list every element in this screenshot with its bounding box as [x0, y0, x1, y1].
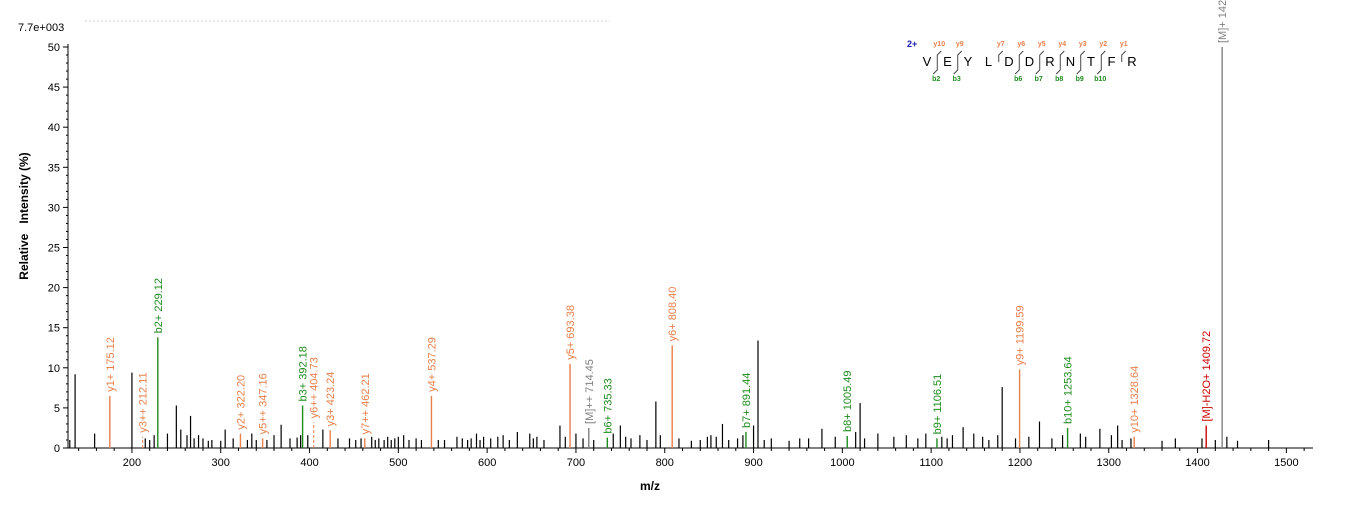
- y-tick-label: 45: [48, 82, 60, 94]
- x-tick-label: 500: [389, 457, 407, 469]
- x-tick-label: 700: [567, 457, 585, 469]
- y-axis-title: Relative Intensity (%): [17, 152, 31, 279]
- peak-label: b6+ 735.33: [602, 378, 614, 433]
- peak-label: b7+ 891.44: [741, 373, 753, 428]
- y-bracket: [1018, 50, 1024, 62]
- peak-labels: y1+ 175.12 y3++ 212.11 b2+ 229.12 y2+ 322.2…: [105, 0, 1229, 434]
- b-ion-label: b9: [1076, 76, 1084, 83]
- y-bracket: [1059, 50, 1065, 62]
- x-tick-label: 400: [300, 457, 318, 469]
- peaks: [69, 47, 1270, 448]
- y-ion-label: y4: [1058, 41, 1066, 48]
- x-tick-label: 300: [212, 457, 230, 469]
- peak-label: y9+ 1199.59: [1015, 305, 1027, 365]
- y-bracket: [1100, 50, 1106, 62]
- peak-label: y7++ 462.21: [360, 373, 372, 434]
- b-bracket: [953, 62, 959, 75]
- x-tick-label: 1400: [1185, 457, 1209, 469]
- residue: R: [1045, 54, 1054, 69]
- y-bracket: [936, 50, 942, 62]
- b-bracket: [1035, 62, 1041, 75]
- x-tick-label: 800: [656, 457, 674, 469]
- peak-label: y2+ 322.20: [235, 375, 247, 430]
- peak-label: [M]++ 714.45: [584, 359, 596, 424]
- x-tick-label: 900: [744, 457, 762, 469]
- b-bracket: [932, 62, 938, 75]
- residue: E: [943, 54, 952, 69]
- y-bracket: [1039, 50, 1045, 62]
- y-ion-label: y5: [1038, 41, 1046, 48]
- b-bracket: [1076, 62, 1082, 75]
- x-tick-label: 1100: [919, 457, 943, 469]
- peak-label: b8+ 1005.49: [842, 370, 854, 431]
- scale-label: 7.7e+003: [18, 22, 64, 34]
- y-bracket: [1080, 50, 1086, 62]
- peak-label: [M]-H2O+ 1409.72: [1201, 331, 1213, 422]
- residue: N: [1066, 54, 1075, 69]
- b-bracket: [1096, 62, 1102, 75]
- residue: Y: [964, 54, 973, 69]
- y-bracket: [957, 50, 963, 62]
- charge-state: 2+: [907, 39, 917, 49]
- y-tick-label: 30: [48, 202, 60, 214]
- b-ion-label: b6: [1014, 76, 1022, 83]
- peak-label: [M]+ 1427.71: [1217, 0, 1229, 43]
- x-tick-label: 600: [478, 457, 496, 469]
- y-tick-label: 20: [48, 283, 60, 295]
- peak-label: y10+ 1328.64: [1129, 366, 1141, 433]
- y-ion-label: y6: [1017, 41, 1025, 48]
- x-tick-label: 1000: [830, 457, 854, 469]
- x-tick-label: 1300: [1097, 457, 1121, 469]
- y-tick-label: 10: [48, 363, 60, 375]
- peak-label: y4+ 537.29: [426, 337, 438, 392]
- y-tick-label: 35: [48, 162, 60, 174]
- y-tick-label: 0: [54, 443, 60, 455]
- y-tick-label: 15: [48, 323, 60, 335]
- axes: 200 300 400 500 600 700 800 900 1000 1100 1200 1300…: [48, 42, 1313, 469]
- residue: D: [1004, 54, 1013, 69]
- x-tick-label: 200: [123, 457, 141, 469]
- y-tick-label: 50: [48, 42, 60, 54]
- y-ion-label: y3: [1079, 41, 1087, 48]
- peak-label: y6+ 808.40: [667, 287, 679, 342]
- b-bracket: [1014, 62, 1020, 75]
- x-tick-label: 1500: [1274, 457, 1298, 469]
- b-ion-label: b10: [1094, 76, 1106, 83]
- peak-label: b2+ 229.12: [153, 278, 165, 333]
- b-bracket: [1055, 62, 1061, 75]
- residue: V: [923, 54, 932, 69]
- b-ion-label: b3: [953, 76, 961, 83]
- peak-label: b3+ 392.18: [298, 346, 310, 401]
- peak-label: y6++ 404.73: [309, 357, 321, 418]
- residue: T: [1087, 54, 1095, 69]
- peak-label: y5++ 347.16: [258, 373, 270, 434]
- y-bracket: [998, 50, 1004, 62]
- y-ion-label: y10: [933, 41, 945, 48]
- peak-label: y5+ 693.38: [565, 305, 577, 360]
- peak-label: b10+ 1253.64: [1063, 356, 1075, 424]
- peak-label: y3+ 423.24: [325, 372, 337, 427]
- y-bracket: [1121, 50, 1127, 62]
- x-axis-title: m/z: [640, 479, 660, 493]
- y-ion-label: y1: [1120, 41, 1128, 48]
- residue: R: [1127, 54, 1136, 69]
- x-tick-label: 1200: [1008, 457, 1032, 469]
- y-ion-label: y2: [1099, 41, 1107, 48]
- residue: F: [1108, 54, 1116, 69]
- residue: D: [1025, 54, 1034, 69]
- y-ion-label: y7: [997, 41, 1005, 48]
- b-ion-label: b7: [1035, 76, 1043, 83]
- y-tick-label: 40: [48, 122, 60, 134]
- y-ion-label: y9: [956, 41, 964, 48]
- peak-label: b9+ 1106.51: [932, 374, 944, 435]
- peak-label: y1+ 175.12: [105, 337, 117, 392]
- b-ion-label: b2: [932, 76, 940, 83]
- y-tick-label: 5: [54, 403, 60, 415]
- y-tick-label: 25: [48, 243, 60, 255]
- peak-label: y3++ 212.11: [138, 372, 150, 432]
- b-ion-label: b8: [1055, 76, 1063, 83]
- residue: L: [985, 54, 992, 69]
